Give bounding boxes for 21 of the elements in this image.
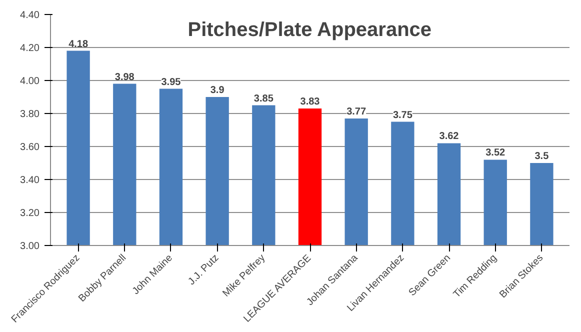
data-label: 3.5 [534, 151, 550, 162]
y-tick-label: 3.40 [20, 175, 40, 186]
data-label: 3.62 [439, 131, 460, 142]
y-tick-label: 3.60 [20, 142, 40, 153]
data-label: 3.77 [346, 106, 367, 118]
chart-title: Pitches/Plate Appearance [188, 19, 432, 42]
data-label: 4.18 [68, 38, 88, 50]
y-tick-label: 4.40 [20, 10, 40, 21]
data-label: 3.95 [161, 76, 182, 88]
data-label: 3.75 [392, 110, 413, 121]
y-tick-label: 3.80 [20, 109, 40, 120]
y-tick-label: 3.20 [20, 208, 40, 219]
y-tick-label: 4.20 [20, 43, 40, 54]
data-label: 3.85 [254, 93, 274, 104]
data-label: 3.83 [300, 96, 320, 108]
data-label: 3.52 [486, 148, 506, 159]
y-tick-label: 3.00 [20, 241, 40, 252]
y-tick-label: 4.00 [20, 76, 40, 87]
data-label: 3.9 [210, 85, 225, 96]
x-tick-label: J.J. Putz [186, 252, 222, 288]
data-label: 3.98 [114, 72, 135, 83]
